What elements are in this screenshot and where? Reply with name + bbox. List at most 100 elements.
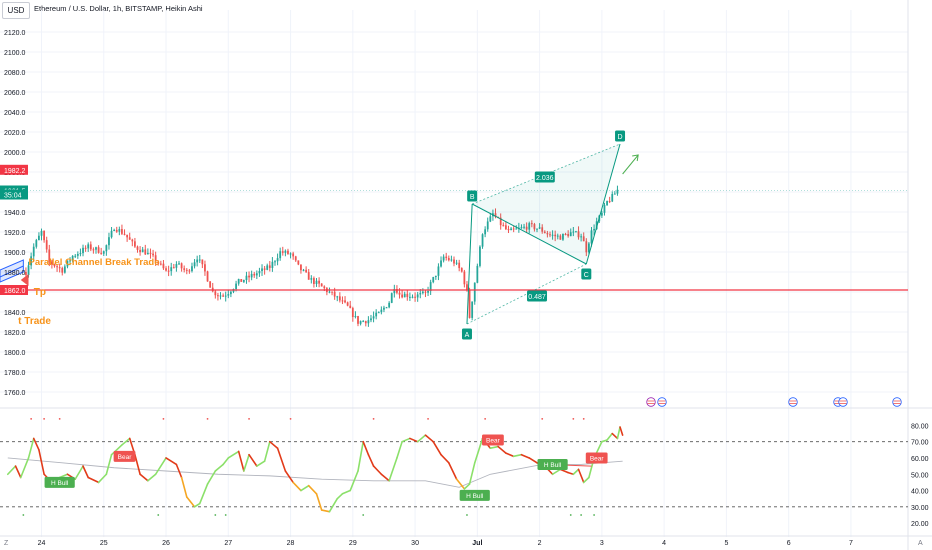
candle-body (437, 266, 440, 276)
candle-body (390, 293, 393, 303)
candle-body (595, 221, 598, 230)
rsi-line-segment (147, 473, 157, 482)
candle-body (323, 286, 326, 289)
candle-body (92, 249, 95, 251)
candle-body (333, 291, 336, 297)
candle-body (185, 269, 188, 271)
rsi-line-segment (512, 453, 523, 458)
candle-body (613, 193, 616, 195)
candle-body (328, 291, 331, 293)
rsi-line-segment (82, 465, 90, 479)
price-axis-tick: 2040.0 (4, 110, 26, 117)
candle-body (266, 265, 269, 270)
candle-body (530, 223, 533, 225)
candle-body (56, 266, 58, 268)
candle-body (307, 272, 310, 280)
rsi-line-segment (606, 432, 614, 441)
candle-body (217, 295, 219, 297)
rsi-bottom-dot (362, 514, 365, 516)
candle-body (95, 247, 97, 250)
signal-label: H Bull (544, 462, 562, 469)
candle-body (136, 246, 139, 250)
rsi-line-segment (38, 449, 45, 476)
candle-body (284, 250, 287, 253)
candle-body (35, 240, 38, 247)
rsi-line-segment (292, 481, 302, 492)
candle-body (281, 251, 284, 253)
candle-body (131, 239, 134, 242)
candle-body (502, 225, 505, 227)
candle-body (484, 229, 487, 235)
candle-body (40, 230, 43, 236)
candle-body (549, 234, 551, 236)
candle-body (388, 302, 391, 308)
candle-body (398, 292, 401, 295)
rsi-axis-tick: 50.00 (911, 472, 929, 479)
candle-body (294, 256, 297, 261)
candle-body (489, 216, 492, 222)
time-axis-tick: 30 (411, 540, 419, 547)
candle-body (193, 262, 196, 267)
rsi-line-segment (432, 440, 442, 456)
rsi-top-dot (572, 417, 575, 420)
rsi-line-segment (468, 462, 476, 485)
time-axis-tick: 5 (724, 540, 728, 547)
candle-body (575, 231, 577, 233)
chart-annotation: Parallel Channel Break Trade (29, 257, 160, 268)
candle-body (204, 264, 206, 272)
candle-body (297, 260, 300, 265)
harmonic-point-marker (615, 130, 626, 142)
candle-body (349, 305, 352, 309)
price-axis-tick: 1800.0 (4, 350, 26, 357)
price-label: 35:04 (4, 193, 22, 200)
event-flag-icon (838, 397, 848, 407)
candle-body (359, 321, 362, 324)
candle-body (380, 309, 383, 313)
rsi-line-segment (105, 453, 113, 476)
candle-body (154, 255, 157, 262)
candle-body (209, 281, 212, 288)
rsi-line-segment (409, 437, 419, 443)
rsi-line-segment (372, 465, 383, 476)
candle-body (305, 269, 308, 273)
currency-selector[interactable]: USD (2, 2, 30, 19)
candle-body (76, 254, 79, 256)
rsi-line-segment (307, 484, 318, 495)
rsi-line-segment (520, 453, 531, 459)
candle-body (134, 241, 136, 247)
candle-body (533, 224, 536, 230)
candle-body (414, 296, 416, 298)
price-axis-tick: 1840.0 (4, 310, 26, 317)
auto-scale-icon: A (918, 540, 923, 547)
rsi-line-segment (32, 437, 40, 451)
zoom-icon: Z (4, 540, 9, 547)
rsi-line-segment (237, 450, 245, 472)
candle-body (486, 221, 489, 230)
signal-label: Bear (486, 438, 501, 445)
candle-body (219, 295, 222, 297)
candle-body (372, 316, 375, 319)
candle-body (344, 300, 346, 303)
candle-body (481, 234, 484, 247)
candle-body (429, 282, 432, 292)
candle-body (577, 231, 580, 238)
candle-body (385, 307, 388, 309)
candle-body (196, 259, 199, 263)
rsi-line-segment (455, 478, 466, 490)
rsi-line-segment (401, 437, 411, 443)
rsi-line-segment (497, 445, 507, 454)
rsi-axis-tick: 30.00 (911, 505, 929, 512)
rsi-top-dot (427, 417, 429, 420)
candle-body (341, 300, 344, 302)
rsi-line-segment (263, 440, 271, 463)
candle-body (458, 262, 461, 269)
rsi-line-segment (551, 468, 562, 476)
candle-body (588, 243, 590, 253)
rsi-line-segment (74, 465, 84, 480)
rsi-bottom-dot (569, 514, 572, 516)
candle-body (198, 259, 201, 261)
rsi-line-segment (505, 452, 515, 458)
rsi-line-segment (256, 460, 266, 467)
candle-body (507, 229, 510, 231)
